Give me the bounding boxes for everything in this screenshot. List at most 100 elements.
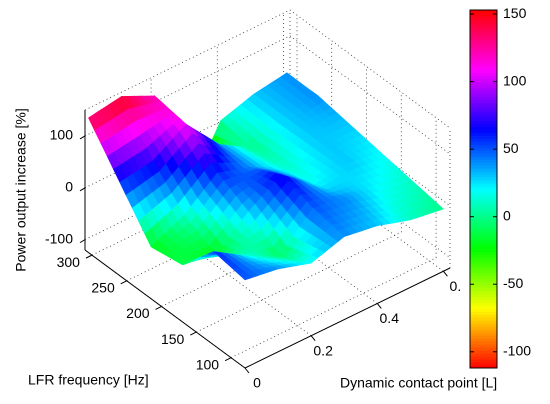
colorbar-strip [470, 189, 497, 193]
colorbar-strip [470, 266, 497, 271]
colorbar-strip [470, 54, 497, 59]
colorbar-strip [470, 287, 497, 291]
z-tick [79, 187, 86, 192]
z-axis-label: Power output increase [%] [13, 108, 29, 271]
colorbar-strip [470, 186, 497, 190]
colorbar-strip [470, 275, 497, 279]
colorbar-strip [470, 230, 497, 235]
colorbar-strip [470, 347, 497, 351]
colorbar-strip [470, 215, 497, 220]
colorbar-strip [470, 356, 497, 360]
colorbar-strip [470, 126, 497, 130]
grid-line [230, 117, 437, 359]
colorbar-strip [470, 180, 497, 184]
colorbar-strip [470, 311, 497, 315]
colorbar-strip [470, 24, 497, 29]
colorbar-tick-label: -100 [503, 342, 531, 358]
colorbar-strip [470, 57, 497, 62]
colorbar-strip [470, 15, 497, 20]
colorbar-strip [470, 317, 497, 321]
colorbar-strip [470, 200, 497, 205]
colorbar-strip [470, 90, 497, 95]
colorbar-strip [470, 284, 497, 288]
colorbar-strip [470, 18, 497, 23]
colorbar-strip [470, 251, 497, 256]
x-tick [376, 303, 382, 309]
colorbar-tick-label: 0 [503, 207, 511, 223]
colorbar-strip [470, 10, 497, 14]
colorbar-strip [470, 203, 497, 208]
colorbar-strip [470, 308, 497, 312]
colorbar-strip [470, 254, 497, 259]
colorbar-strip [470, 66, 497, 71]
colorbar-tick-label: -50 [503, 275, 523, 291]
colorbar-strip [470, 248, 497, 253]
y-tick [85, 254, 93, 259]
x-tick-label: 0 [253, 375, 261, 391]
colorbar-strip [470, 332, 497, 336]
colorbar-strip [470, 314, 497, 318]
z-tick [79, 239, 86, 244]
x-tick [310, 335, 316, 342]
box-edge [84, 9, 451, 129]
colorbar-strip [470, 209, 497, 214]
colorbar-strip [470, 323, 497, 327]
colorbar-strip [470, 45, 497, 50]
colorbar-strip [470, 93, 497, 98]
y-tick [155, 305, 162, 310]
colorbar-strip [470, 296, 497, 300]
x-axis-label: Dynamic contact point [L] [340, 375, 497, 391]
colorbar-strip [470, 269, 497, 274]
colorbar-strip [470, 105, 497, 109]
colorbar-strip [470, 272, 497, 277]
colorbar-strip [470, 281, 497, 285]
colorbar-strip [470, 135, 497, 139]
colorbar-strip [470, 260, 497, 265]
colorbar-strip [470, 162, 497, 166]
colorbar-strip [470, 120, 497, 124]
colorbar-strip [470, 129, 497, 133]
y-tick [120, 280, 127, 285]
colorbar-strip [470, 138, 497, 142]
colorbar-strip [470, 42, 497, 47]
colorbar-strip [470, 227, 497, 232]
colorbar-strip [470, 114, 497, 118]
colorbar-strip [470, 99, 497, 103]
colorbar-frame [469, 9, 498, 369]
colorbar-strip [470, 153, 497, 157]
colorbar-strip [470, 242, 497, 247]
colorbar-strip [470, 335, 497, 339]
colorbar-tick-label: 150 [503, 5, 527, 21]
colorbar-strip [470, 245, 497, 250]
colorbar-strip [470, 206, 497, 211]
colorbar-strip [470, 236, 497, 241]
z-tick-label: 100 [50, 127, 74, 143]
grid-line [196, 92, 402, 333]
colorbar-strip [470, 123, 497, 127]
z-tick-label: 0 [65, 178, 73, 194]
colorbar-strip [470, 305, 497, 309]
colorbar-strip [470, 33, 497, 38]
colorbar-strip [470, 344, 497, 348]
colorbar-strip [470, 359, 497, 363]
surface-patch [238, 272, 253, 281]
colorbar-strip [470, 177, 497, 181]
y-tick-label: 250 [91, 279, 115, 295]
colorbar-strip [470, 78, 497, 83]
colorbar-strip [470, 147, 497, 151]
colorbar-strip [470, 329, 497, 333]
colorbar-strip [470, 117, 497, 121]
colorbar-strip [470, 72, 497, 77]
colorbar-tick-label: 100 [503, 72, 527, 88]
colorbar-strip [470, 278, 497, 282]
colorbar-strip [470, 353, 497, 357]
z-tick [79, 135, 86, 140]
grid-line [216, 45, 378, 304]
colorbar-strip [470, 84, 497, 89]
colorbar-strip [470, 224, 497, 229]
colorbar-strip [470, 144, 497, 148]
colorbar-strip [470, 320, 497, 324]
colorbar-strip [470, 362, 497, 366]
colorbar-strip [470, 150, 497, 154]
y-tick-label: 300 [57, 254, 81, 270]
